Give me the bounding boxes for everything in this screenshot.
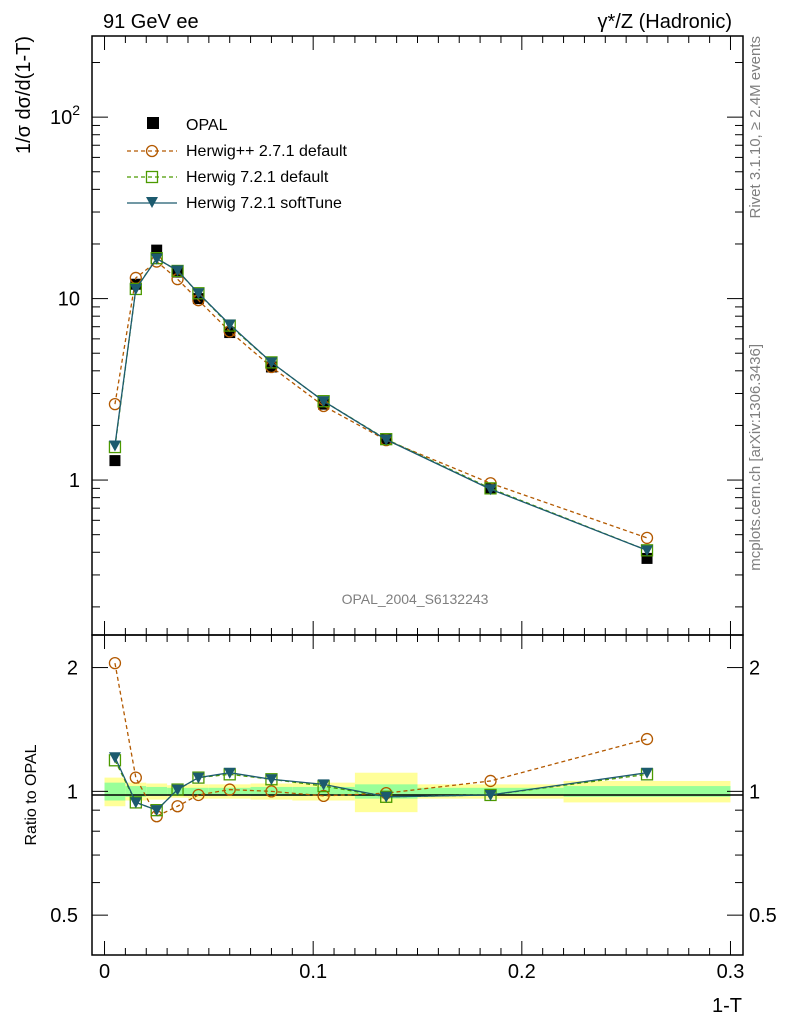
legend-marker-herwig7-softtune xyxy=(146,197,158,208)
plot-title-left: 91 GeV ee xyxy=(103,11,199,33)
series-0-ratio-point xyxy=(192,788,205,802)
series-2-ratio-point xyxy=(380,791,393,803)
ratio-band-inner xyxy=(125,786,147,797)
ratio-axis-ticks: 0.5 0.5 1 1 2 2 xyxy=(50,635,777,956)
series-0-ratio-line xyxy=(114,663,648,818)
opal-data-point xyxy=(224,327,236,339)
ratio-series-layer xyxy=(108,657,654,823)
series-2-point xyxy=(484,484,497,496)
main-axis-ticks: 1 10 102 xyxy=(50,36,743,635)
x-tick-label: 0.3 xyxy=(717,961,745,983)
series-2-point xyxy=(380,434,393,446)
x-tick-label: 0.2 xyxy=(508,961,536,983)
opal-data-point xyxy=(109,455,121,467)
ratio-y-tick-label: 1 xyxy=(67,781,78,803)
y-tick-label: 102 xyxy=(50,102,80,129)
mcplots-reference-label: mcplots.cern.ch [arXiv:1306.3436] xyxy=(747,344,764,571)
y-axis-label: 1/σ dσ/d(1-T) xyxy=(13,36,35,154)
series-2-ratio-point xyxy=(265,774,278,786)
x-tick-label: 0 xyxy=(99,961,110,983)
series-2-point xyxy=(108,440,121,452)
ratio-y-tick-label-right: 1 xyxy=(749,781,760,803)
ratio-y-tick-label: 0.5 xyxy=(50,905,78,927)
opal-data-point xyxy=(151,244,163,256)
y-tick-label: 1 xyxy=(69,470,80,492)
x-tick-labels: 0 0.1 0.2 0.3 xyxy=(99,961,744,983)
ratio-y-tick-label: 2 xyxy=(67,658,78,680)
ratio-band-inner xyxy=(187,787,209,795)
ratio-band-inner xyxy=(563,786,731,797)
series-2-point xyxy=(317,396,330,408)
ratio-band-inner xyxy=(146,786,168,796)
series-2-ratio-point xyxy=(484,789,497,801)
series-2-ratio-point xyxy=(641,767,654,779)
main-series-layer xyxy=(108,252,654,557)
series-2-point xyxy=(641,545,654,557)
ratio-y-tick-label-right: 0.5 xyxy=(749,905,777,927)
legend-label-herwig7-softtune: Herwig 7.2.1 softTune xyxy=(186,195,342,212)
legend-label-herwig7-default: Herwig 7.2.1 default xyxy=(186,169,329,186)
legend-label-herwigpp: Herwig++ 2.7.1 default xyxy=(186,143,348,160)
ratio-y-axis-label: Ratio to OPAL xyxy=(23,744,40,845)
plot-title-right: γ*/Z (Hadronic) xyxy=(598,11,732,33)
series-0-ratio-point xyxy=(317,789,330,803)
x-tick-label: 0.1 xyxy=(299,961,327,983)
legend-marker-herwigpp xyxy=(145,144,159,158)
series-2-ratio-point xyxy=(192,772,205,784)
series-2-ratio-point xyxy=(317,779,330,791)
series-0-point xyxy=(640,531,654,545)
ratio-y-tick-label-right: 2 xyxy=(749,658,760,680)
series-2-ratio-point xyxy=(108,752,121,764)
series-0-ratio-point xyxy=(129,771,142,784)
x-axis-label: 1-T xyxy=(712,995,742,1017)
series-0-ratio-point xyxy=(265,785,278,798)
series-2-ratio-point xyxy=(150,805,163,817)
series-0-ratio-point xyxy=(484,774,497,788)
series-2-point xyxy=(129,283,142,295)
series-2-point xyxy=(192,288,205,300)
series-2-point xyxy=(150,253,163,265)
main-plot-panel: 1 10 102 xyxy=(50,35,744,636)
series-0-ratio-point xyxy=(640,732,654,746)
series-0-ratio-point xyxy=(171,800,184,813)
legend-label-opal: OPAL xyxy=(186,117,228,134)
y-tick-label: 10 xyxy=(58,289,80,311)
opal-data-layer xyxy=(109,244,653,564)
legend-marker-opal xyxy=(147,117,159,129)
series-2-point xyxy=(265,357,278,369)
analysis-name-label: OPAL_2004_S6132243 xyxy=(342,591,489,607)
legend: OPAL Herwig++ 2.7.1 default Herwig 7.2.1… xyxy=(127,117,348,212)
legend-marker-herwig7-default xyxy=(145,170,159,184)
ratio-plot-panel: 0.5 0.5 1 1 2 2 xyxy=(50,634,777,956)
series-2-point xyxy=(171,265,184,277)
series-0-ratio-point xyxy=(223,783,236,796)
rivet-version-label: Rivet 3.1.10, ≥ 2.4M events xyxy=(747,36,764,219)
ratio-band-inner xyxy=(104,782,126,801)
series-2-ratio-point xyxy=(223,767,236,779)
series-0-ratio-point xyxy=(108,657,122,670)
opal-data-point xyxy=(641,552,653,564)
series-2-ratio-point xyxy=(171,784,184,796)
series-2-ratio-point xyxy=(129,797,142,809)
series-2-point xyxy=(223,319,236,331)
ratio-band-inner xyxy=(208,787,251,795)
